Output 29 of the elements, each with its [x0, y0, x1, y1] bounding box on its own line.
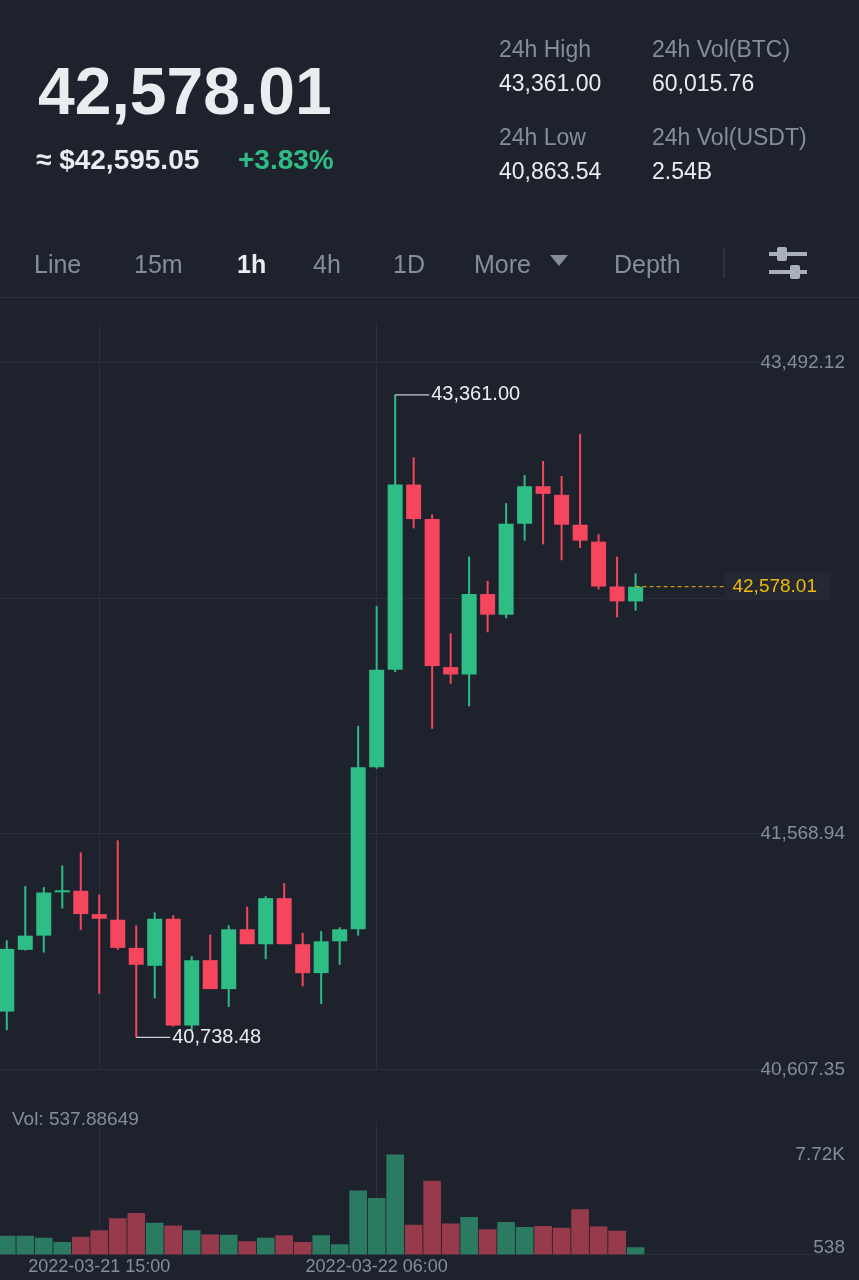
text: +3.83% — [238, 144, 334, 175]
x-tick-label: 2022-03-21 15:00 — [28, 1256, 171, 1277]
text: ≈ $42,595.05 — [36, 144, 200, 175]
annotation: 43,361.00 — [431, 382, 521, 405]
text: 1D — [393, 250, 425, 278]
y-tick-label: 7.72K — [795, 1143, 846, 1165]
text: More — [474, 250, 531, 278]
text: 24h Low — [499, 124, 586, 150]
text: 60,015.76 — [652, 70, 755, 96]
text: 24h Vol(USDT) — [652, 124, 807, 150]
text: Depth — [614, 250, 681, 278]
text: 43,361.00 — [499, 70, 602, 96]
text: 24h Vol(BTC) — [652, 36, 791, 62]
text: 2.54B — [652, 158, 713, 184]
ref-line-label: 42,578.01 — [732, 574, 817, 596]
text: Line — [34, 250, 82, 278]
text: 1h — [237, 250, 267, 278]
annotation: 40,738.48 — [172, 1024, 262, 1047]
chart-title: Vol: 537.88649 — [12, 1108, 139, 1130]
text: 40,863.54 — [499, 158, 602, 184]
y-tick-label: 538 — [813, 1235, 845, 1257]
text: 15m — [134, 250, 183, 278]
text: 24h High — [499, 36, 592, 62]
y-tick-label: 41,568.94 — [760, 822, 846, 844]
text: 4h — [313, 250, 341, 278]
text: 42,578.01 — [38, 54, 332, 128]
y-tick-label: 40,607.35 — [760, 1057, 845, 1079]
y-tick-label: 43,492.12 — [760, 350, 845, 372]
x-tick-label: 2022-03-22 06:00 — [305, 1256, 448, 1277]
